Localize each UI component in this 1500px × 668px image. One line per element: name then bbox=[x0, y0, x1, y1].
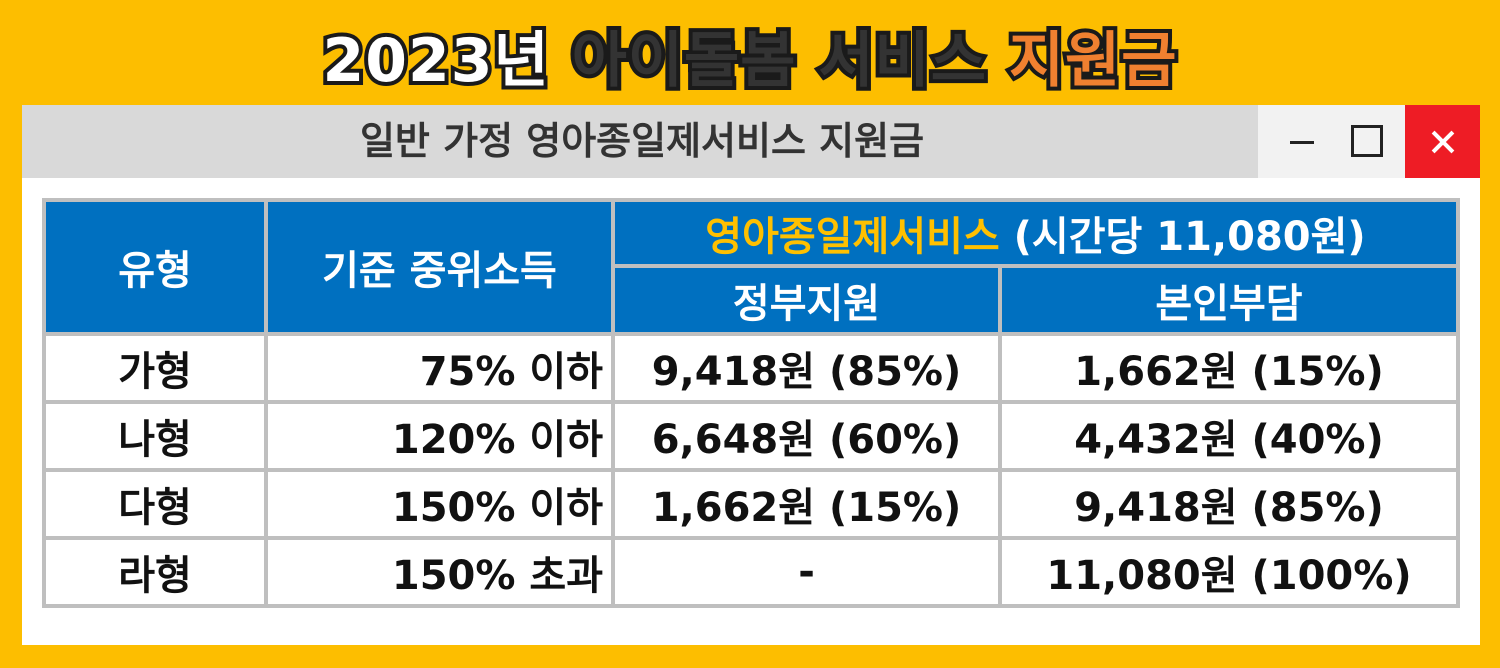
header-rate: (시간당 11,080원) bbox=[1013, 214, 1366, 260]
table-row: 다형 150% 이하 1,662원 (15%) 9,418원 (85%) bbox=[42, 468, 1460, 540]
header-income: 기준 중위소득 bbox=[264, 198, 615, 336]
window: 일반 가정 영아종일제서비스 지원금 유형 기준 중위소득 영아종일제서비스 (… bbox=[22, 105, 1480, 645]
cell-gov: - bbox=[611, 536, 1002, 608]
table-row: 라형 150% 초과 -11,080원 (100%) bbox=[42, 536, 1460, 608]
cell-income: 150% 초과 bbox=[264, 536, 615, 608]
cell-type: 라형 bbox=[42, 536, 268, 608]
header-type: 유형 bbox=[42, 198, 268, 336]
header-gov: 정부지원 bbox=[611, 264, 1002, 336]
main-title: 2023년 아이돌봄 서비스 지원금 bbox=[0, 12, 1500, 100]
subsidy-table: 유형 기준 중위소득 영아종일제서비스 (시간당 11,080원) 정부지원 본… bbox=[42, 198, 1460, 608]
header-group: 영아종일제서비스 (시간당 11,080원) bbox=[611, 198, 1460, 268]
title-service: 아이돌봄 서비스 bbox=[568, 22, 990, 100]
minimize-button[interactable] bbox=[1290, 141, 1314, 144]
cell-income: 120% 이하 bbox=[264, 400, 615, 472]
cell-income: 150% 이하 bbox=[264, 468, 615, 540]
cell-self: 11,080원 (100%) bbox=[998, 536, 1460, 608]
cell-gov: 6,648원 (60%) bbox=[611, 400, 1002, 472]
title-bar: 일반 가정 영아종일제서비스 지원금 bbox=[22, 105, 1480, 178]
cell-type: 다형 bbox=[42, 468, 268, 540]
cell-self: 9,418원 (85%) bbox=[998, 468, 1460, 540]
cell-gov: 1,662원 (15%) bbox=[611, 468, 1002, 540]
table-row: 나형 120% 이하 6,648원 (60%) 4,432원 (40%) bbox=[42, 400, 1460, 472]
cell-gov: 9,418원 (85%) bbox=[611, 332, 1002, 404]
maximize-button[interactable] bbox=[1351, 125, 1383, 157]
cell-type: 나형 bbox=[42, 400, 268, 472]
window-controls bbox=[1258, 105, 1480, 178]
table-row: 가형 75% 이하 9,418원 (85%) 1,662원 (15%) bbox=[42, 332, 1460, 404]
cell-self: 4,432원 (40%) bbox=[998, 400, 1460, 472]
title-subsidy: 지원금 bbox=[1005, 22, 1181, 100]
header-self: 본인부담 bbox=[998, 264, 1460, 336]
cell-income: 75% 이하 bbox=[264, 332, 615, 404]
cell-type: 가형 bbox=[42, 332, 268, 404]
title-year: 2023년 bbox=[319, 22, 553, 100]
cell-self: 1,662원 (15%) bbox=[998, 332, 1460, 404]
close-button[interactable] bbox=[1405, 105, 1480, 178]
table-body: 가형 75% 이하 9,418원 (85%) 1,662원 (15%) 나형 120% 이… bbox=[42, 332, 1460, 608]
window-title: 일반 가정 영아종일제서비스 지원금 bbox=[359, 119, 925, 163]
header-service: 영아종일제서비스 bbox=[705, 214, 1000, 260]
